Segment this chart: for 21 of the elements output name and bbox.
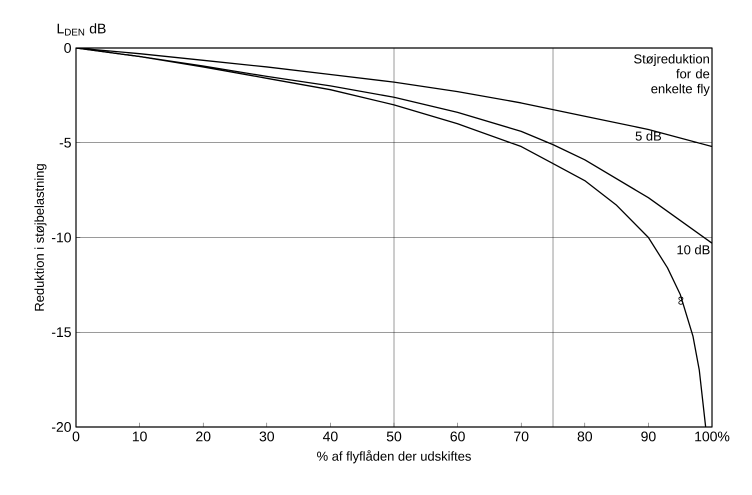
chart-title: L$_{DEN}$ dB xyxy=(58,23,106,36)
x-tick-label: 10 xyxy=(132,432,147,442)
y-tick-label: 0 xyxy=(64,43,71,53)
x-tick-label: 90 xyxy=(641,432,656,442)
y-tick-label: -10 xyxy=(52,232,71,242)
x-tick-label: 50 xyxy=(386,432,402,442)
legend-title: Støjreduktion for de enkelte fly xyxy=(634,54,710,96)
y-axis-title: Reduktion i støjbelastning xyxy=(34,164,46,311)
series-label: 10 dB xyxy=(677,244,710,254)
x-tick-label: 80 xyxy=(578,432,592,442)
x-tick-label: 30 xyxy=(260,432,274,442)
x-tick-label: 100% xyxy=(695,432,730,442)
x-tick-label: 20 xyxy=(196,432,210,442)
y-tick-label: -20 xyxy=(52,422,71,432)
x-tick-label: 70 xyxy=(514,432,528,442)
x-axis-title: % af flyflåden der udskiftes xyxy=(317,450,471,464)
y-tick-label: -15 xyxy=(52,327,71,338)
x-tick-label: 60 xyxy=(450,432,465,442)
x-tick-label: 0 xyxy=(72,432,80,442)
y-tick-label: -5 xyxy=(60,138,71,148)
x-tick-label: 40 xyxy=(322,432,338,442)
